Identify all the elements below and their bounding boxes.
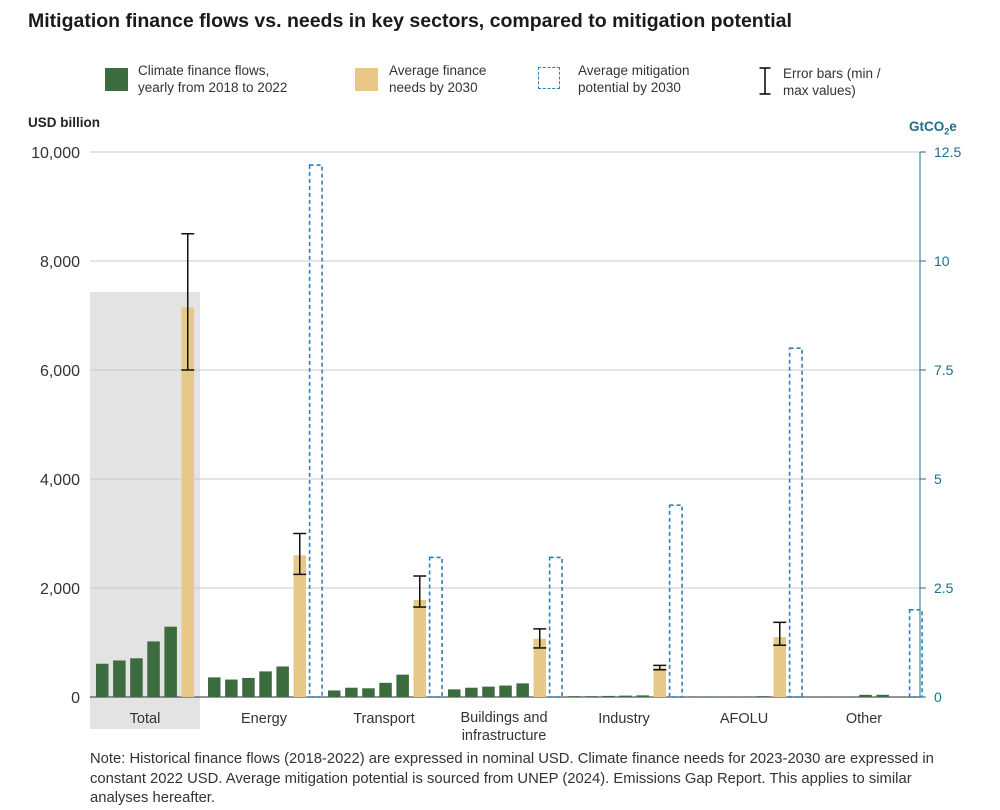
legend-label-needs: Average finance needs by 2030 xyxy=(389,63,487,95)
category-label: Other xyxy=(846,711,882,727)
flow-bar-2018 xyxy=(208,677,221,697)
legend-label-potential: Average mitigation potential by 2030 xyxy=(578,63,690,95)
flow-bar-2019 xyxy=(825,696,838,697)
flow-bar-2022 xyxy=(276,666,289,697)
y-tick-label: 4,000 xyxy=(40,472,80,489)
y2-tick-label: 0 xyxy=(934,689,942,705)
chart-area: 0 2,000 4,000 6,000 8,000 10,000 0 2.5 5 7.5 10 12.… xyxy=(31,144,961,744)
flow-bar-2022 xyxy=(876,694,889,697)
y2-axis-title: GtCO2e xyxy=(909,119,957,137)
flow-bar-2020 xyxy=(130,658,143,697)
y-tick-label: 0 xyxy=(71,690,80,707)
y2-tick-label: 12.5 xyxy=(934,144,961,160)
flow-bar-2018 xyxy=(448,689,461,697)
flow-bar-2018 xyxy=(96,663,109,697)
y-tick-label: 2,000 xyxy=(40,581,80,598)
y-axis-title: USD billion xyxy=(28,115,100,130)
y-tick-label: 6,000 xyxy=(40,363,80,380)
flow-bar-2021 xyxy=(859,694,872,697)
potential-bar xyxy=(548,556,563,698)
legend-error-bar-icon xyxy=(759,67,771,95)
flow-bar-2019 xyxy=(585,696,598,697)
flow-bar-2021 xyxy=(379,682,392,697)
flow-bar-2019 xyxy=(113,660,126,697)
flow-bar-2018 xyxy=(328,690,341,697)
potential-bar xyxy=(308,164,323,698)
y2-tick-label: 10 xyxy=(934,253,950,269)
needs-bar xyxy=(181,307,194,697)
needs-bar xyxy=(773,637,786,697)
y2-tick-label: 5 xyxy=(934,471,942,487)
flow-bar-2020 xyxy=(482,686,495,697)
legend-label-errors: Error bars (min / max values) xyxy=(783,66,881,98)
needs-bar xyxy=(533,638,546,697)
flow-bar-2021 xyxy=(739,696,752,697)
needs-bar xyxy=(413,599,426,697)
flow-bar-2021 xyxy=(619,695,632,697)
needs-bar xyxy=(653,667,666,697)
y2-tick-label: 7.5 xyxy=(934,362,954,378)
category-label: Transport xyxy=(353,711,415,727)
flow-bar-2020 xyxy=(842,696,855,697)
flow-bar-2020 xyxy=(242,677,255,697)
flow-bar-2019 xyxy=(225,679,238,697)
potential-bar xyxy=(908,608,923,698)
potential-bar xyxy=(428,556,443,698)
legend-swatch-potential xyxy=(538,67,560,89)
flow-bar-2021 xyxy=(499,685,512,697)
flow-bar-2022 xyxy=(396,674,409,697)
category-label-line1: Buildings and xyxy=(460,710,547,726)
legend-swatch-needs xyxy=(355,68,378,91)
flow-bar-2020 xyxy=(602,695,615,697)
footnote: Note: Historical finance flows (2018-202… xyxy=(90,751,934,806)
legend-label-flows: Climate finance flows, yearly from 2018 … xyxy=(138,63,288,95)
chart-title: Mitigation finance flows vs. needs in ke… xyxy=(28,10,792,32)
category-label: Energy xyxy=(241,711,288,727)
flow-bar-2018 xyxy=(568,696,581,697)
flow-bar-2022 xyxy=(636,695,649,697)
category-label: Industry xyxy=(598,711,650,727)
flow-bar-2019 xyxy=(465,687,478,697)
y-tick-label: 8,000 xyxy=(40,254,80,271)
flow-bar-2022 xyxy=(516,683,529,697)
flow-bar-2019 xyxy=(705,696,718,697)
y2-tick-label: 2.5 xyxy=(934,580,954,596)
category-label: Total xyxy=(130,711,161,727)
y-tick-label: 10,000 xyxy=(31,145,80,162)
needs-bar xyxy=(293,555,306,697)
flow-bar-2022 xyxy=(756,696,769,697)
category-label: AFOLU xyxy=(720,711,768,727)
flow-bar-2019 xyxy=(345,687,358,697)
category-label-line2: infrastructure xyxy=(462,728,547,744)
flow-bar-2018 xyxy=(688,696,701,697)
flow-bar-2021 xyxy=(259,671,272,697)
flow-bar-2021 xyxy=(147,641,160,697)
potential-bar xyxy=(668,504,683,698)
flow-bar-2020 xyxy=(362,688,375,697)
flow-bar-2022 xyxy=(164,626,177,697)
potential-bar xyxy=(788,347,803,698)
flow-bar-2020 xyxy=(722,696,735,697)
legend-swatch-flows xyxy=(105,68,128,91)
